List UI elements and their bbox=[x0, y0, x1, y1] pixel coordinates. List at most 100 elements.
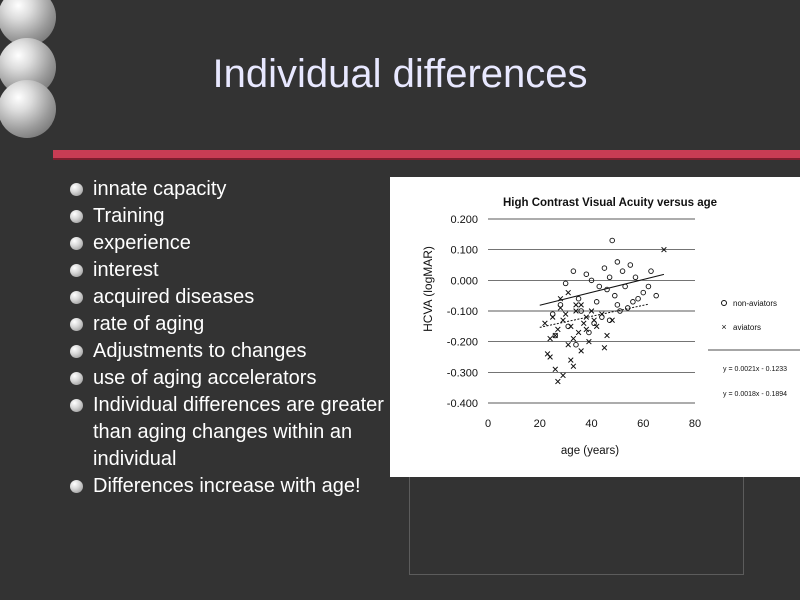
data-point bbox=[622, 283, 628, 290]
data-point bbox=[552, 366, 559, 373]
bullet-item: Adjustments to changes bbox=[68, 338, 398, 365]
title-divider bbox=[53, 150, 800, 160]
y-tick-label: 0.100 bbox=[450, 245, 478, 257]
data-point bbox=[609, 317, 615, 323]
legend-marker-circle-icon bbox=[721, 300, 727, 306]
bullet-icon bbox=[70, 318, 83, 331]
sphere-icon bbox=[0, 80, 56, 138]
x-tick-label: 20 bbox=[534, 418, 546, 430]
trend-line bbox=[539, 273, 665, 306]
data-point bbox=[542, 320, 548, 327]
y-tick-label: 0.200 bbox=[450, 214, 478, 226]
data-point bbox=[562, 311, 569, 317]
data-point bbox=[578, 308, 584, 314]
data-point bbox=[575, 329, 582, 336]
bullet-icon bbox=[70, 291, 83, 304]
data-point bbox=[614, 259, 621, 265]
data-point bbox=[632, 274, 639, 281]
chart-legend: non-aviators × aviators y = 0.0021x - 0.… bbox=[708, 299, 800, 398]
trendline-equation: y = 0.0021x - 0.1233 bbox=[723, 366, 787, 373]
data-point bbox=[591, 317, 597, 323]
bullet-item: acquired diseases bbox=[68, 284, 398, 311]
data-point bbox=[586, 329, 592, 336]
x-tick-label: 80 bbox=[689, 418, 701, 430]
bullet-text: use of aging accelerators bbox=[93, 367, 317, 389]
data-point bbox=[624, 305, 631, 311]
bullet-icon bbox=[70, 183, 83, 196]
data-point bbox=[606, 274, 613, 281]
scatter-chart: High Contrast Visual Acuity versus age H… bbox=[390, 177, 800, 477]
data-point bbox=[635, 295, 641, 302]
data-point bbox=[661, 246, 667, 253]
slide-title: Individual differences bbox=[212, 52, 588, 96]
data-point bbox=[549, 314, 556, 320]
bullet-item: rate of aging bbox=[68, 311, 398, 338]
bullet-text: acquired diseases bbox=[93, 286, 255, 308]
data-point bbox=[570, 335, 577, 342]
trendline-equation: y = 0.0018x - 0.1894 bbox=[723, 391, 787, 398]
data-point bbox=[583, 326, 590, 333]
data-point bbox=[640, 289, 646, 296]
data-point bbox=[557, 305, 564, 311]
bullet-text: interest bbox=[93, 259, 159, 281]
data-point bbox=[565, 289, 571, 296]
data-point bbox=[604, 286, 610, 293]
x-axis-label: age (years) bbox=[561, 445, 619, 457]
data-point bbox=[568, 323, 574, 330]
bullet-text: innate capacity bbox=[93, 178, 227, 200]
data-points bbox=[542, 237, 667, 385]
data-point bbox=[547, 335, 553, 342]
trend-line bbox=[539, 303, 649, 328]
bullet-text: rate of aging bbox=[93, 313, 205, 335]
data-point bbox=[583, 271, 590, 277]
data-point bbox=[619, 268, 626, 274]
data-point bbox=[604, 332, 610, 339]
data-point bbox=[560, 317, 566, 323]
data-point bbox=[596, 283, 603, 290]
data-point bbox=[648, 268, 654, 274]
bullet-item: use of aging accelerators bbox=[68, 365, 398, 392]
data-point bbox=[586, 338, 592, 345]
decorative-spheres bbox=[0, 0, 60, 150]
data-point bbox=[588, 277, 595, 284]
bullet-item: Differences increase with age! bbox=[68, 473, 398, 500]
bullet-text: Individual differences are greater than … bbox=[93, 394, 384, 470]
bullet-icon bbox=[70, 237, 83, 250]
bullet-text: Differences increase with age! bbox=[93, 475, 361, 497]
bullet-text: experience bbox=[93, 232, 191, 254]
y-tick-label: -0.200 bbox=[447, 337, 478, 349]
legend-label: aviators bbox=[733, 323, 761, 332]
data-point bbox=[552, 332, 559, 339]
bullet-icon bbox=[70, 372, 83, 385]
bullet-item: Training bbox=[68, 203, 398, 230]
data-point bbox=[591, 320, 597, 327]
x-tick-label: 60 bbox=[637, 418, 649, 430]
data-point bbox=[593, 299, 600, 305]
data-point bbox=[609, 237, 615, 244]
data-point bbox=[599, 311, 605, 317]
data-point bbox=[614, 302, 621, 308]
bullet-item: Individual differences are greater than … bbox=[68, 392, 398, 473]
data-point bbox=[580, 320, 587, 327]
legend-marker-x-icon: × bbox=[721, 322, 726, 332]
bullet-text: Training bbox=[93, 205, 165, 227]
data-point bbox=[612, 292, 618, 299]
data-point bbox=[573, 302, 579, 308]
data-point bbox=[583, 314, 590, 320]
data-point bbox=[588, 308, 595, 314]
chart-title: High Contrast Visual Acuity versus age bbox=[503, 197, 717, 209]
y-tick-label: 0.000 bbox=[450, 275, 478, 287]
bullet-item: innate capacity bbox=[68, 176, 398, 203]
chart-svg: High Contrast Visual Acuity versus age H… bbox=[421, 197, 800, 457]
data-point bbox=[617, 308, 623, 314]
legend-label: non-aviators bbox=[733, 299, 777, 308]
data-point bbox=[593, 323, 600, 330]
bullet-text: Adjustments to changes bbox=[93, 340, 307, 362]
data-point bbox=[578, 348, 584, 354]
data-point bbox=[601, 265, 608, 271]
data-point bbox=[645, 283, 652, 290]
data-point bbox=[601, 345, 608, 351]
bullet-icon bbox=[70, 480, 83, 493]
data-point bbox=[627, 262, 634, 268]
bullet-item: experience bbox=[68, 230, 398, 257]
